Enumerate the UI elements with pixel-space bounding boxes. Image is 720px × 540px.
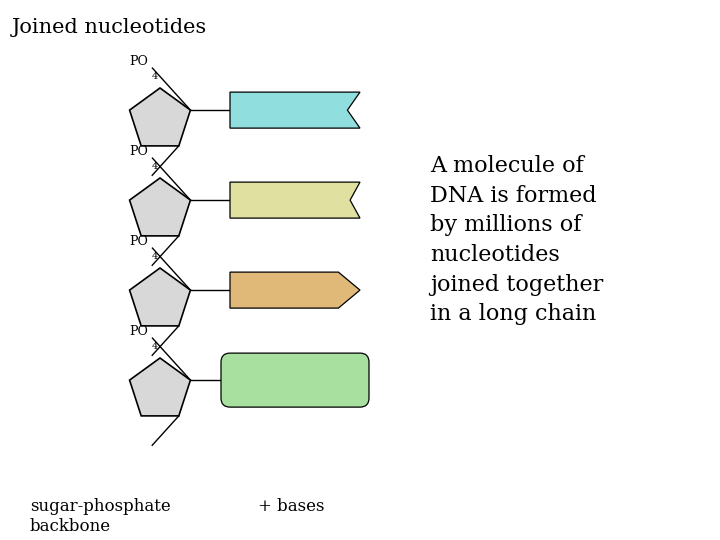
Polygon shape [130,88,190,146]
Text: sugar-phosphate
backbone: sugar-phosphate backbone [30,498,171,535]
Polygon shape [230,92,360,128]
Text: + bases: + bases [258,498,325,515]
Polygon shape [130,358,190,416]
FancyBboxPatch shape [221,353,369,407]
Polygon shape [130,268,190,326]
Text: 4: 4 [151,162,158,171]
Text: 4: 4 [151,72,158,81]
Text: 4: 4 [151,252,158,261]
Polygon shape [230,272,360,308]
Text: PO: PO [130,55,148,68]
Polygon shape [130,178,190,236]
Text: Joined nucleotides: Joined nucleotides [12,18,207,37]
Text: 4: 4 [151,342,158,351]
Text: PO: PO [130,325,148,338]
Text: PO: PO [130,145,148,158]
Polygon shape [230,182,360,218]
Text: A molecule of
DNA is formed
by millions of
nucleotides
joined together
in a long: A molecule of DNA is formed by millions … [430,155,603,325]
Text: PO: PO [130,235,148,248]
